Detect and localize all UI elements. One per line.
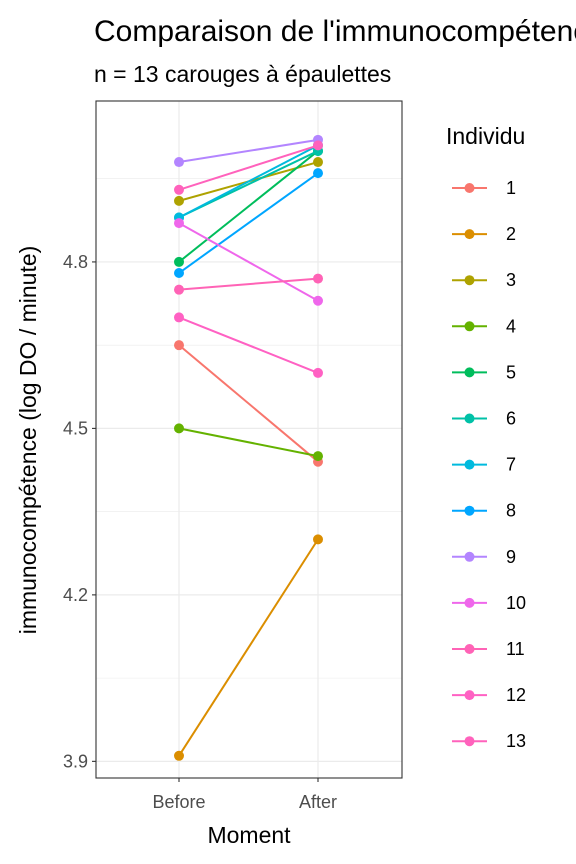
- legend-key-point-5: [464, 367, 475, 378]
- series-line-8: [178, 172, 319, 274]
- data-point-11-after: [313, 273, 323, 284]
- series-line-13: [178, 144, 319, 191]
- data-point-13-after: [313, 140, 323, 151]
- chart-subtitle: n = 13 carouges à épaulettes: [94, 61, 391, 87]
- grid: [96, 101, 402, 778]
- data-point-8-after: [313, 168, 323, 179]
- series-line-7: [178, 144, 319, 219]
- legend-key-point-3: [464, 275, 475, 286]
- legend-key-point-11: [464, 644, 475, 654]
- data-point-8-before: [174, 268, 184, 279]
- y-tick-label: 4.5: [63, 418, 88, 438]
- legend-label-7: 7: [506, 455, 516, 475]
- legend-label-11: 11: [506, 639, 525, 659]
- x-tick-label: After: [299, 792, 337, 812]
- legend-title: Individu: [446, 123, 525, 149]
- series-line-1: [178, 344, 319, 463]
- chart-title: Comparaison de l'immunocompétence: [94, 15, 576, 48]
- data-point-5-before: [174, 256, 184, 267]
- legend-label-8: 8: [506, 501, 516, 521]
- legend-key-point-2: [464, 229, 475, 240]
- data-point-12-before: [174, 312, 184, 323]
- legend-label-6: 6: [506, 409, 516, 429]
- legend-label-2: 2: [506, 224, 516, 244]
- data-point-4-after: [313, 451, 323, 462]
- series-line-2: [178, 538, 319, 757]
- data-point-2-before: [174, 750, 184, 761]
- legend-label-9: 9: [506, 547, 516, 567]
- y-tick-label: 4.8: [63, 252, 88, 272]
- data-point-13-before: [174, 184, 184, 195]
- legend-label-5: 5: [506, 362, 516, 382]
- axes: 3.9 4.2 4.5 4.8 Before After: [63, 252, 337, 812]
- plot-panel: [96, 101, 402, 778]
- data-point-2-after: [313, 534, 323, 545]
- data-point-3-after: [313, 157, 323, 168]
- data-point-10-after: [313, 295, 323, 306]
- legend-label-12: 12: [506, 685, 526, 705]
- legend-label-1: 1: [506, 178, 516, 198]
- series-line-5: [178, 150, 319, 263]
- legend-key-point-1: [464, 183, 475, 193]
- data-point-4-before: [174, 423, 184, 434]
- data-point-9-before: [174, 157, 184, 168]
- legend-label-4: 4: [506, 316, 516, 336]
- data-point-12-after: [313, 367, 323, 378]
- series-layer: [174, 134, 323, 761]
- series-line-4: [178, 427, 319, 458]
- legend-key-point-13: [464, 736, 475, 747]
- legend-key-point-6: [464, 413, 475, 424]
- legend-label-3: 3: [506, 270, 516, 290]
- y-tick-label: 4.2: [63, 585, 88, 605]
- series-line-9: [178, 138, 319, 164]
- y-tick-label: 3.9: [63, 751, 88, 771]
- data-point-11-before: [174, 284, 184, 295]
- series-line-10: [178, 222, 319, 302]
- legend-key-point-4: [464, 321, 475, 332]
- legend-key-point-10: [464, 597, 475, 608]
- y-axis-title: immunocompétence (log DO / minute): [15, 246, 41, 635]
- series-line-11: [178, 277, 319, 291]
- series-line-12: [178, 316, 319, 374]
- legend-key-point-9: [464, 551, 475, 562]
- legend-key-point-7: [464, 459, 475, 470]
- plot-border: [95, 100, 403, 779]
- legend-key-point-8: [464, 505, 475, 516]
- x-axis-title: Moment: [207, 822, 291, 848]
- data-point-3-before: [174, 195, 184, 206]
- data-point-10-before: [174, 218, 184, 229]
- legend-key-point-12: [464, 690, 475, 701]
- legend-label-13: 13: [506, 731, 526, 751]
- x-tick-label: Before: [152, 792, 205, 812]
- data-point-1-before: [174, 340, 184, 351]
- legend-label-10: 10: [506, 593, 526, 613]
